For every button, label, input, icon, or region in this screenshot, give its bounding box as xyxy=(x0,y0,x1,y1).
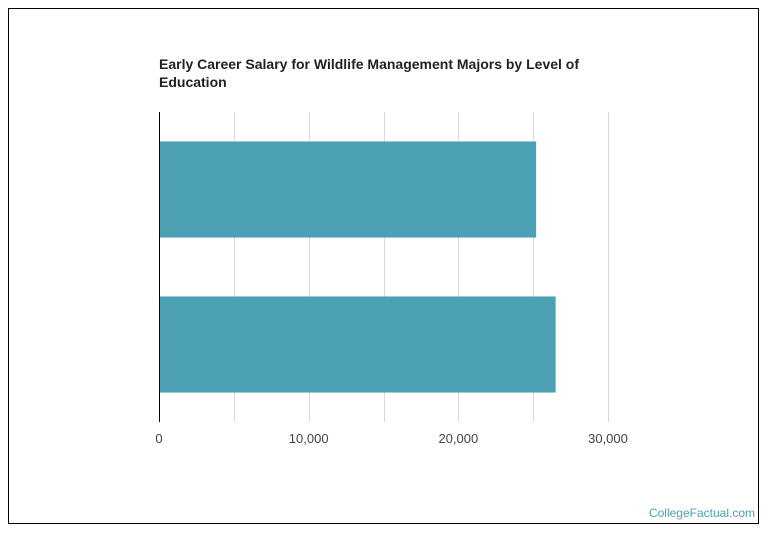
x-tick-label: 20,000 xyxy=(438,431,478,446)
brand-watermark[interactable]: CollegeFactual.com xyxy=(648,506,755,520)
x-tick-label: 30,000 xyxy=(588,431,628,446)
x-tick-label: 0 xyxy=(155,431,162,446)
chart-frame xyxy=(8,8,759,524)
x-axis-ticks: 0 10,000 20,000 30,000 xyxy=(155,431,628,446)
bar[interactable] xyxy=(159,141,537,238)
bar[interactable] xyxy=(159,296,556,393)
x-tick-label: 10,000 xyxy=(289,431,329,446)
chart-title: Early Career Salary for Wildlife Managem… xyxy=(159,56,580,90)
bars xyxy=(159,141,556,393)
